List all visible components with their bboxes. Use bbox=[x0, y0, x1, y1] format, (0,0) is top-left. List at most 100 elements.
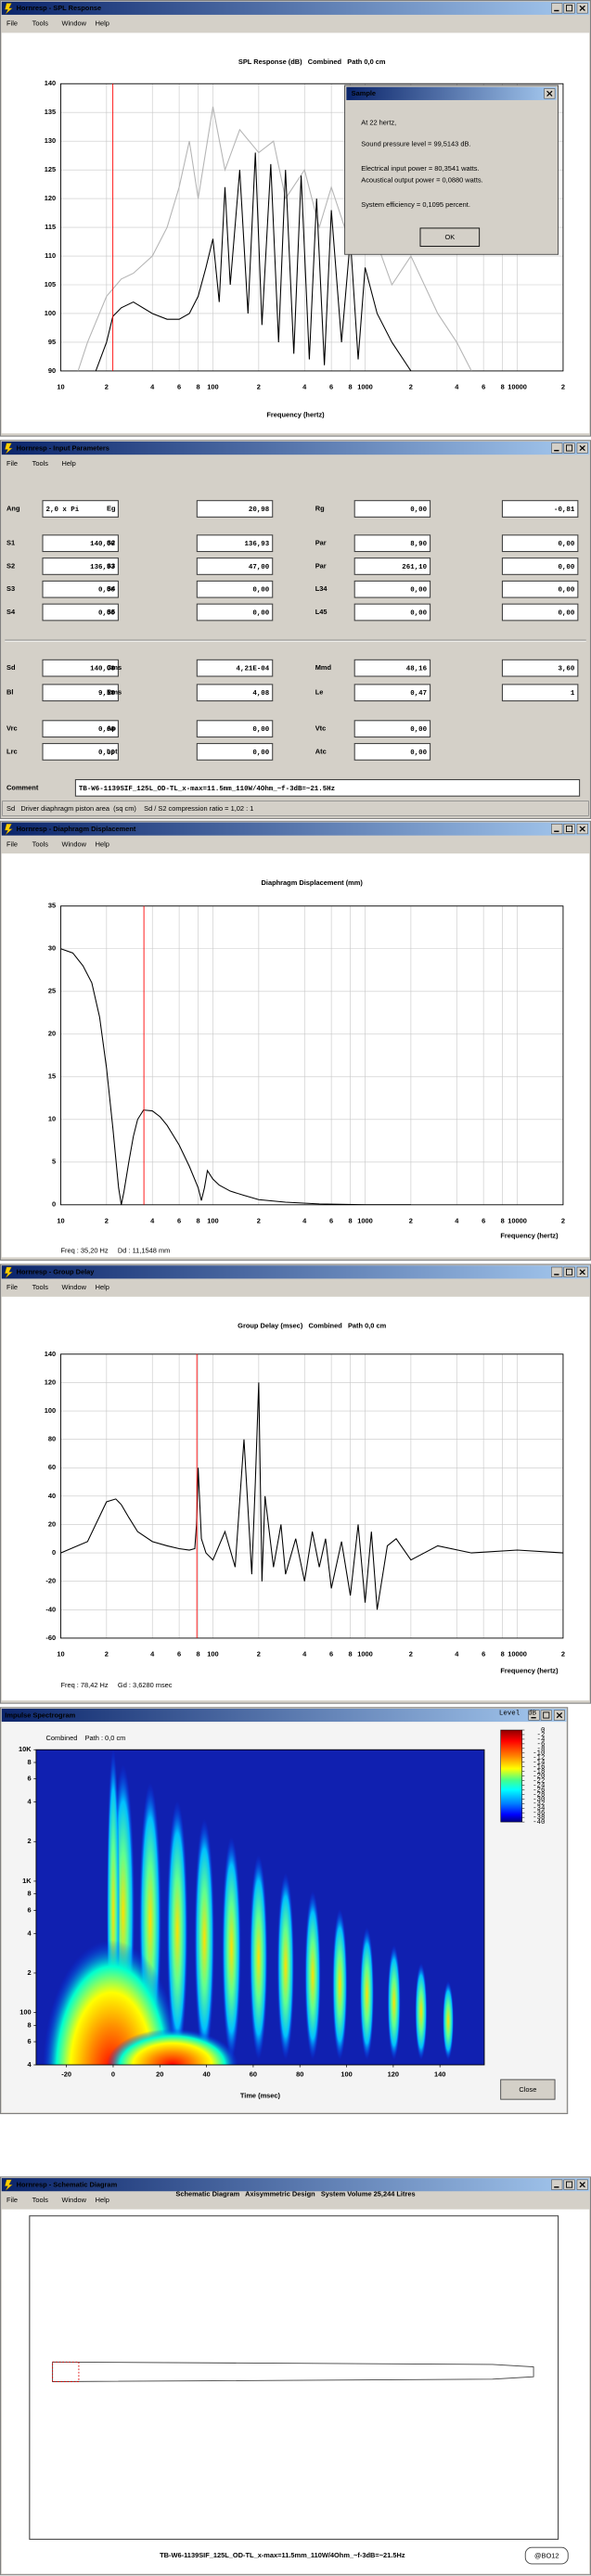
parameter-field[interactable] bbox=[42, 580, 119, 598]
parameter-value[interactable]: 0,00 bbox=[252, 750, 269, 757]
parameter-value[interactable]: 0,00 bbox=[558, 564, 574, 571]
parameter-field[interactable] bbox=[501, 557, 579, 575]
minimize-button[interactable] bbox=[551, 442, 563, 454]
parameter-value[interactable]: 0,00 bbox=[98, 587, 115, 595]
parameter-value[interactable]: 0,00 bbox=[98, 610, 115, 618]
parameter-value[interactable]: 0,00 bbox=[410, 750, 427, 757]
menu-item[interactable]: Help bbox=[96, 839, 109, 848]
comment-value[interactable]: TB-W6-1139SIF_125L_OD-TL_x-max=11.5mm_11… bbox=[79, 786, 335, 793]
menu-item[interactable]: Window bbox=[62, 19, 87, 28]
parameter-field[interactable] bbox=[353, 743, 431, 761]
menu-item[interactable]: Window bbox=[62, 2196, 87, 2204]
parameter-field[interactable] bbox=[353, 557, 431, 575]
parameter-field[interactable] bbox=[42, 534, 119, 553]
parameter-value[interactable]: 136,93 bbox=[90, 564, 115, 571]
parameter-field[interactable] bbox=[42, 684, 119, 702]
parameter-value[interactable]: 0,00 bbox=[252, 587, 269, 595]
parameter-value[interactable]: 0,00 bbox=[252, 726, 269, 734]
parameter-value[interactable]: 2,0 x Pi bbox=[46, 506, 80, 514]
parameter-field[interactable] bbox=[196, 534, 274, 553]
parameter-field[interactable] bbox=[501, 500, 579, 518]
maximize-button[interactable] bbox=[540, 1710, 552, 1721]
close-button-label[interactable]: Close bbox=[519, 2085, 536, 2094]
maximize-button[interactable] bbox=[563, 2179, 575, 2190]
parameter-field[interactable] bbox=[353, 580, 431, 598]
minimize-button[interactable] bbox=[551, 2179, 563, 2190]
menu-item[interactable]: Tools bbox=[32, 19, 49, 28]
maximize-button[interactable] bbox=[563, 3, 575, 14]
parameter-field[interactable] bbox=[42, 743, 119, 761]
parameter-field[interactable] bbox=[501, 603, 579, 622]
parameter-field[interactable] bbox=[353, 500, 431, 518]
parameter-value[interactable]: 4,21E-04 bbox=[237, 666, 270, 673]
parameter-field[interactable] bbox=[42, 500, 119, 518]
maximize-button[interactable] bbox=[563, 824, 575, 835]
menu-item[interactable]: Tools bbox=[32, 1283, 49, 1291]
parameter-value[interactable]: 47,00 bbox=[249, 564, 270, 571]
parameter-value[interactable]: 0,47 bbox=[410, 690, 427, 698]
parameter-field[interactable] bbox=[196, 500, 274, 518]
parameter-field[interactable] bbox=[353, 720, 431, 738]
menu-item[interactable]: Window bbox=[62, 839, 87, 848]
parameter-field[interactable] bbox=[196, 557, 274, 575]
parameter-value[interactable]: 140,00 bbox=[90, 541, 115, 548]
close-button[interactable] bbox=[500, 2079, 556, 2100]
menu-item[interactable]: File bbox=[6, 839, 18, 848]
parameter-value[interactable]: 0,00 bbox=[558, 541, 574, 548]
parameter-field[interactable] bbox=[501, 580, 579, 598]
maximize-button[interactable] bbox=[563, 442, 575, 454]
menu-item[interactable]: Tools bbox=[32, 839, 49, 848]
parameter-field[interactable] bbox=[196, 580, 274, 598]
menu-item[interactable]: File bbox=[6, 19, 18, 28]
parameter-field[interactable] bbox=[42, 603, 119, 622]
menu-item[interactable]: Help bbox=[96, 19, 109, 28]
menu-item[interactable]: File bbox=[6, 2196, 18, 2204]
parameter-value[interactable]: 0,00 bbox=[558, 610, 574, 618]
parameter-field[interactable] bbox=[501, 534, 579, 553]
parameter-field[interactable] bbox=[501, 659, 579, 677]
ok-button-label[interactable]: OK bbox=[444, 233, 455, 241]
parameter-field[interactable] bbox=[196, 720, 274, 738]
menu-item[interactable]: Window bbox=[62, 1283, 87, 1291]
menu-item[interactable]: Help bbox=[96, 2196, 109, 2204]
parameter-field[interactable] bbox=[196, 743, 274, 761]
parameter-value[interactable]: 1 bbox=[571, 690, 575, 698]
parameter-value[interactable]: 3,60 bbox=[558, 666, 574, 673]
parameter-value[interactable]: 48,16 bbox=[406, 666, 428, 673]
menu-item[interactable]: Tools bbox=[32, 459, 49, 468]
parameter-value[interactable]: 0,00 bbox=[558, 587, 574, 595]
menu-item[interactable]: File bbox=[6, 1283, 18, 1291]
menu-item[interactable]: File bbox=[6, 459, 18, 468]
comment-field[interactable] bbox=[74, 778, 581, 797]
menu-item[interactable]: Help bbox=[62, 459, 76, 468]
parameter-field[interactable] bbox=[353, 684, 431, 702]
minimize-button[interactable] bbox=[551, 824, 563, 835]
parameter-value[interactable]: 0,00 bbox=[410, 506, 427, 514]
parameter-field[interactable] bbox=[501, 684, 579, 702]
menu-item[interactable]: Tools bbox=[32, 2196, 49, 2204]
parameter-value[interactable]: 0,00 bbox=[98, 750, 115, 757]
parameter-field[interactable] bbox=[353, 603, 431, 622]
minimize-button[interactable] bbox=[551, 1266, 563, 1277]
parameter-value[interactable]: 136,93 bbox=[244, 541, 269, 548]
parameter-value[interactable]: 140,00 bbox=[90, 666, 115, 673]
parameter-field[interactable] bbox=[42, 557, 119, 575]
parameter-field[interactable] bbox=[353, 534, 431, 553]
parameter-field[interactable] bbox=[196, 659, 274, 677]
maximize-button[interactable] bbox=[563, 1266, 575, 1277]
parameter-field[interactable] bbox=[353, 659, 431, 677]
parameter-value[interactable]: 0,00 bbox=[410, 726, 427, 734]
parameter-value[interactable]: 20,98 bbox=[249, 506, 270, 514]
parameter-value[interactable]: -0,81 bbox=[554, 506, 575, 514]
parameter-value[interactable]: 0,00 bbox=[410, 610, 427, 618]
parameter-field[interactable] bbox=[196, 603, 274, 622]
parameter-field[interactable] bbox=[196, 684, 274, 702]
minimize-button[interactable] bbox=[528, 1710, 540, 1721]
parameter-value[interactable]: 9,10 bbox=[98, 690, 115, 698]
parameter-value[interactable]: 261,10 bbox=[402, 564, 427, 571]
parameter-value[interactable]: 4,08 bbox=[252, 690, 269, 698]
menu-item[interactable]: Help bbox=[96, 1283, 109, 1291]
parameter-value[interactable]: 0,00 bbox=[98, 726, 115, 734]
parameter-field[interactable] bbox=[42, 659, 119, 677]
ok-button[interactable] bbox=[419, 227, 481, 247]
